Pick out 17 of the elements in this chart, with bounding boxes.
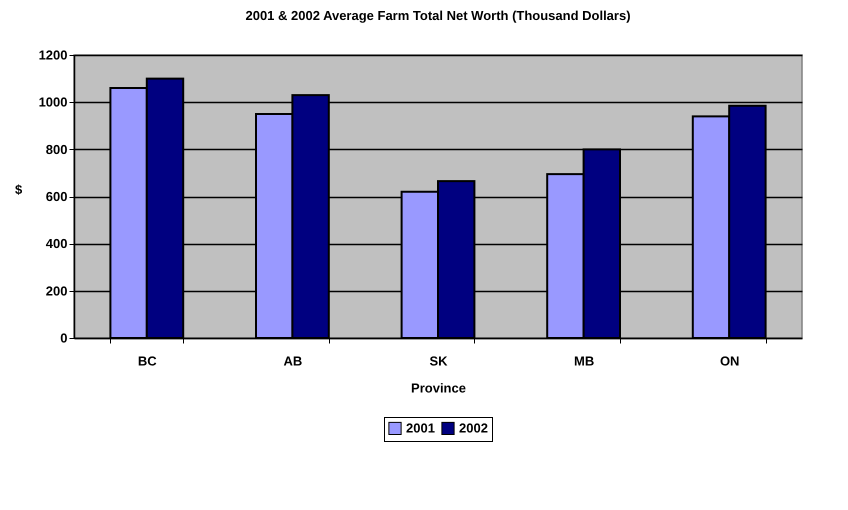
chart-title: 2001 & 2002 Average Farm Total Net Worth (Thousand Dollars) [245, 8, 631, 23]
y-tick-label: 0 [60, 330, 68, 346]
y-tick-label: 200 [46, 283, 68, 298]
y-tick-label: 800 [46, 142, 68, 157]
y-tick-label: 400 [46, 236, 68, 252]
y-tick-label: 1200 [38, 48, 68, 62]
x-tick-label: ON [720, 354, 740, 368]
x-axis-title: Province [411, 380, 466, 396]
y-tick-label: 1000 [38, 94, 68, 110]
x-tick-label: MB [574, 354, 594, 368]
x-tick-label: AB [284, 354, 302, 368]
legend-label: 2002 [459, 420, 488, 436]
x-tick-label: BC [138, 354, 158, 368]
x-tick-label: SK [429, 354, 448, 368]
y-axis-title: $ [14, 182, 23, 197]
legend-label: 2001 [406, 420, 435, 436]
y-tick-label: 600 [46, 189, 68, 204]
